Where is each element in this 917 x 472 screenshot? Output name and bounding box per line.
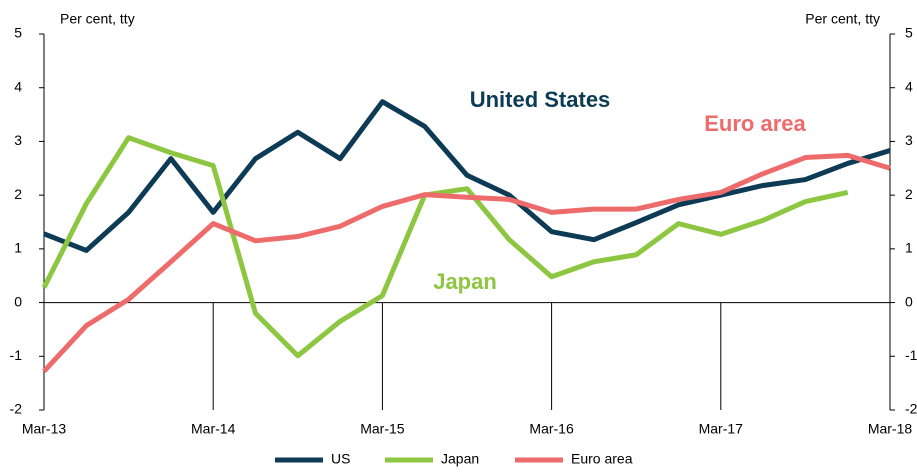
y2-tick-label: 1 <box>905 240 913 256</box>
y2-tick-label: 5 <box>905 25 913 41</box>
y-tick-label: -2 <box>10 401 23 417</box>
series-line <box>42 152 891 374</box>
annotation: United States <box>470 87 611 112</box>
y2-tick-label: 4 <box>905 78 913 94</box>
y-tick-label: 3 <box>14 132 22 148</box>
x-tick-label: Mar-18 <box>868 421 913 437</box>
y2-tick-label: 2 <box>905 186 913 202</box>
legend-label: US <box>331 451 350 467</box>
x-tick-label: Mar-17 <box>699 421 744 437</box>
x-tick-label: Mar-16 <box>529 421 574 437</box>
y-tick-label: 1 <box>14 240 22 256</box>
y-tick-label: 4 <box>14 78 22 94</box>
series-line <box>43 99 891 253</box>
annotation: Euro area <box>704 111 806 136</box>
x-tick-label: Mar-14 <box>191 421 236 437</box>
y2-tick-label: -1 <box>905 347 917 363</box>
y2-tick-label: 3 <box>905 132 913 148</box>
y2-axis-label: Per cent, tty <box>805 11 880 27</box>
series-line <box>41 135 849 359</box>
y-axis-label: Per cent, tty <box>60 11 135 27</box>
y-tick-label: 5 <box>14 25 22 41</box>
legend-label: Japan <box>441 451 479 467</box>
y-tick-label: 0 <box>14 293 22 309</box>
y2-tick-label: 0 <box>905 293 913 309</box>
legend-label: Euro area <box>571 451 633 467</box>
y2-tick-label: -2 <box>905 401 917 417</box>
x-tick-label: Mar-15 <box>360 421 405 437</box>
annotation: Japan <box>433 269 497 294</box>
y-tick-label: 2 <box>14 186 22 202</box>
x-tick-label: Mar-13 <box>22 421 67 437</box>
y-tick-label: -1 <box>10 347 23 363</box>
